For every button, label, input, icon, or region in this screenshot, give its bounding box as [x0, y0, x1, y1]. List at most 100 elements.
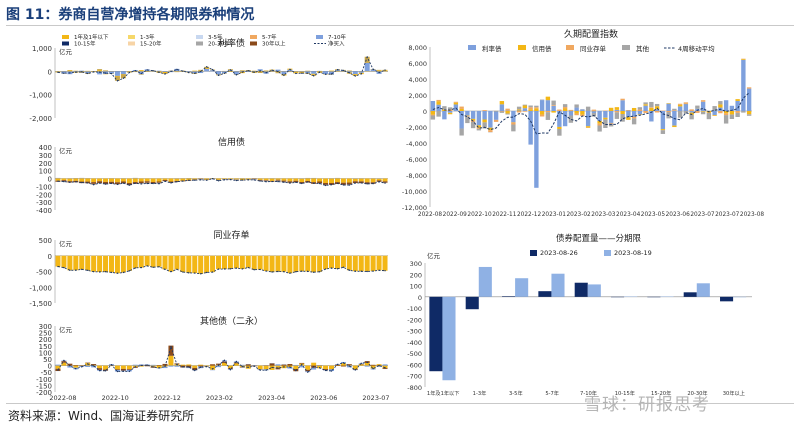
- bar-segment: [227, 70, 233, 72]
- bar-segment: [712, 114, 717, 116]
- bar-segment: [476, 111, 482, 126]
- x-tick-label: 2023-02: [206, 394, 233, 402]
- net-point: [176, 181, 178, 183]
- bar-segment: [156, 178, 162, 182]
- bar-segment: [447, 107, 453, 110]
- bar-segment: [459, 128, 464, 136]
- net-point: [194, 369, 196, 372]
- bar-segment: [643, 102, 648, 105]
- y-tick-label: 0: [48, 68, 52, 76]
- y-tick-label: -1,500: [29, 300, 52, 308]
- net-point: [289, 68, 291, 71]
- bar-segment: [614, 109, 620, 111]
- bar-segment: [493, 111, 499, 120]
- bar-segment: [528, 111, 533, 145]
- bar-segment: [643, 111, 648, 113]
- bar-segment: [620, 98, 625, 101]
- y-tick-label: 100: [39, 168, 52, 176]
- unit-label: 亿元: [59, 325, 73, 334]
- y-tick-label: -200: [36, 191, 52, 199]
- bar-segment: [221, 255, 227, 269]
- bar-segment: [649, 107, 654, 111]
- y-tick-label: -8,000: [406, 172, 427, 180]
- net-point: [247, 179, 249, 181]
- bar-segment: [239, 70, 245, 72]
- bar-segment: [293, 364, 299, 366]
- net-point: [152, 366, 154, 368]
- net-point: [378, 71, 380, 74]
- y-tick-label: -150: [36, 382, 52, 390]
- bar-segment: [364, 56, 370, 63]
- bar-segment: [257, 179, 263, 181]
- bar-segment: [73, 255, 79, 271]
- bar-segment: [305, 178, 311, 181]
- bar-segment: [263, 178, 269, 181]
- bar-segment: [666, 103, 671, 104]
- bar-segment: [522, 108, 528, 111]
- net-point: [63, 72, 65, 75]
- bar-segment: [61, 362, 67, 366]
- bar-segment: [453, 101, 459, 103]
- bar-segment: [305, 71, 311, 74]
- net-point: [98, 71, 101, 73]
- bar-segment: [168, 178, 174, 182]
- y-tick-label: 100: [410, 283, 422, 291]
- net-point: [205, 365, 208, 368]
- net-point: [348, 269, 351, 271]
- bar-segment: [376, 178, 382, 181]
- bar-segment: [257, 71, 263, 73]
- bar-segment: [654, 103, 660, 107]
- bar-segment: [723, 115, 729, 124]
- net-point: [188, 179, 190, 182]
- net-point: [140, 72, 142, 75]
- bar-segment: [568, 109, 574, 111]
- x-tick-label: 10-15年: [615, 389, 635, 397]
- bar-segment: [192, 71, 198, 74]
- title-divider: [6, 25, 794, 26]
- bar-segment: [334, 255, 340, 269]
- bar-segment: [382, 181, 388, 183]
- bar-segment: [257, 365, 263, 370]
- panel-title: 信用债: [218, 136, 245, 148]
- bar-segment: [545, 112, 551, 120]
- bar-segment: [299, 365, 305, 368]
- bar-segment: [608, 111, 614, 123]
- net-point: [229, 69, 232, 71]
- bar-segment: [103, 255, 109, 272]
- net-point: [164, 73, 166, 75]
- net-point: [69, 72, 71, 74]
- bar-segment: [516, 110, 522, 111]
- net-point: [57, 265, 59, 268]
- net-point: [229, 178, 232, 181]
- net-point: [211, 271, 214, 273]
- net-point: [164, 268, 166, 271]
- bar-segment: [637, 111, 643, 115]
- y-tick-label: -10,000: [402, 188, 427, 196]
- bar-segment: [198, 255, 204, 274]
- legend-label: 7-10年: [328, 33, 346, 41]
- net-point: [372, 368, 374, 370]
- bar-segment: [216, 71, 222, 75]
- bar-segment: [370, 255, 376, 272]
- bar-segment: [522, 111, 528, 112]
- bar-segment: [643, 105, 648, 111]
- bar-segment: [574, 104, 579, 108]
- bar-segment: [257, 178, 263, 180]
- bar-segment: [168, 355, 174, 366]
- net-point: [188, 71, 190, 74]
- net-point: [265, 181, 267, 183]
- bar-segment: [334, 177, 340, 179]
- net-point: [116, 370, 119, 373]
- net-point: [98, 182, 101, 184]
- bar-segment: [174, 178, 180, 181]
- bar-segment: [718, 111, 723, 114]
- x-tick-label: 2023-06: [310, 394, 337, 402]
- bar: [720, 296, 734, 302]
- bar-segment: [233, 71, 239, 75]
- bar-segment: [741, 59, 746, 111]
- bar-segment: [162, 363, 168, 366]
- net-point: [194, 179, 196, 181]
- bar-segment: [192, 70, 198, 72]
- bar-segment: [364, 62, 370, 72]
- y-tick-label: -100: [36, 376, 52, 384]
